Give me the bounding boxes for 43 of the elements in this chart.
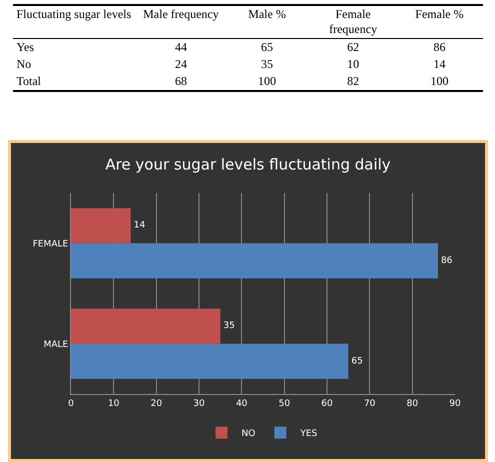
text: 10 — [346, 56, 360, 73]
text: 24 — [174, 56, 188, 73]
text: Yes — [16, 39, 35, 56]
text: 35 — [260, 56, 274, 73]
text: No — [16, 56, 32, 73]
x-tick-label: 40 — [236, 398, 248, 409]
text: 62 — [346, 39, 360, 56]
text: 82 — [310, 73, 396, 91]
text: 68 — [138, 73, 224, 91]
legend-label: YES — [299, 429, 318, 440]
text: 44 — [174, 39, 188, 56]
text: 86 — [432, 39, 446, 56]
text: 100 — [224, 73, 310, 91]
legend-label: NO — [242, 429, 256, 440]
x-tick-label: 70 — [364, 398, 376, 409]
bar — [71, 308, 220, 344]
x-tick-label: 90 — [449, 398, 461, 409]
x-tick-label: 0 — [68, 398, 74, 409]
text: 65 — [260, 39, 274, 56]
text: 14 — [432, 56, 446, 73]
x-tick-label: 30 — [193, 398, 205, 409]
x-tick-label: 60 — [321, 398, 333, 409]
data-label: 86 — [440, 256, 453, 266]
text: Fluctuating sugar levels — [12, 5, 138, 38]
text: Male frequency — [138, 5, 224, 38]
text: Female % — [396, 5, 482, 38]
text: 100 — [396, 73, 482, 91]
x-tick-label: 80 — [406, 398, 418, 409]
x-tick-label: 10 — [108, 398, 120, 409]
text: Female frequency — [310, 5, 396, 38]
bar — [71, 243, 438, 278]
y-tick-label: MALE — [44, 340, 69, 350]
bar — [71, 208, 131, 244]
chart-title: Are your sugar levels fluctuating daily — [105, 155, 391, 174]
bar — [71, 344, 348, 379]
data-label: 14 — [134, 220, 146, 231]
y-tick-label: FEMALE — [32, 239, 68, 250]
x-tick-label: 20 — [150, 398, 162, 409]
x-tick-label: 50 — [278, 398, 290, 409]
data-label: 35 — [223, 321, 235, 332]
text: Male % — [224, 5, 310, 38]
data-label: 65 — [351, 356, 363, 366]
text: Total — [12, 73, 138, 91]
